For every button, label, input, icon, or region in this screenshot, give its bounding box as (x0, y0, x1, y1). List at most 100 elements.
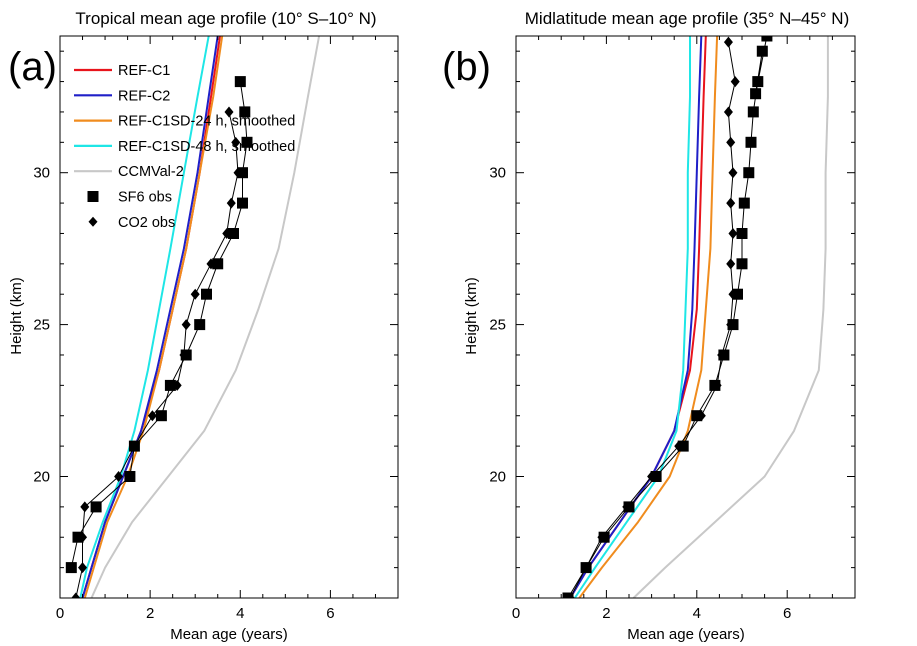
series-line-ref-c1sd-48-h-smoothed (573, 36, 691, 598)
marker-co2-obs (78, 531, 88, 543)
marker-sf6-obs (164, 379, 176, 391)
legend-item-sf6-obs: SF6 obs (87, 190, 172, 206)
marker-sf6-obs (237, 197, 248, 209)
marker-sf6-obs (155, 410, 167, 422)
marker-sf6-obs (756, 45, 768, 57)
marker-co2-obs (597, 531, 607, 543)
marker-co2-obs (674, 440, 684, 452)
legend-swatch (87, 191, 99, 202)
panel-a-plot: 0 2 4 6 20 25 30 (33, 35, 399, 622)
marker-sf6-obs (124, 471, 136, 482)
marker-co2-obs (723, 106, 733, 118)
marker-sf6-obs (90, 501, 102, 513)
marker-co2-obs (726, 136, 736, 148)
panel-b-series (562, 36, 829, 598)
marker-sf6-obs (747, 106, 759, 118)
legend-item-ccmval-2: CCMVal-2 (74, 164, 184, 180)
x-tick-label: 4 (236, 605, 244, 622)
marker-co2-obs (129, 440, 139, 452)
marker-co2-obs (726, 197, 736, 209)
marker-co2-obs (190, 288, 200, 300)
marker-co2-obs (726, 258, 736, 270)
panel-a-y-axis-label: Height (km) (8, 277, 25, 355)
marker-co2-obs (181, 319, 191, 331)
marker-sf6-obs (736, 228, 748, 239)
legend-label: REF-C1SD-48 h, smoothed (118, 139, 295, 155)
x-tick-label: 2 (146, 605, 154, 622)
y-tick-label: 30 (489, 165, 506, 182)
marker-co2-obs (231, 136, 241, 148)
marker-sf6-obs (752, 76, 764, 88)
x-tick-label: 0 (56, 605, 64, 622)
series-line-ccmval-2 (90, 36, 321, 598)
marker-co2-obs (581, 562, 591, 574)
marker-co2-obs (717, 349, 727, 361)
marker-co2-obs (233, 167, 243, 179)
marker-sf6-obs (72, 531, 84, 543)
marker-co2-obs (206, 258, 216, 270)
marker-co2-obs (712, 379, 722, 391)
legend-label: CO2 obs (118, 215, 175, 231)
marker-co2-obs (730, 76, 740, 88)
panel-b-title: Midlatitude mean age profile (35° N–45° … (525, 9, 850, 28)
panel-b: Midlatitude mean age profile (35° N–45° … (442, 9, 856, 643)
series-line-ref-c2 (81, 36, 219, 598)
marker-sf6-obs (65, 562, 77, 574)
panel-b-y-axis-label: Height (km) (463, 277, 480, 355)
legend-label: CCMVal-2 (118, 164, 184, 180)
marker-sf6-obs (241, 136, 253, 148)
marker-co2-obs (224, 106, 234, 118)
legend: REF-C1 REF-C2 REF-C1SD-24 h, smoothed REF-C… (74, 63, 295, 231)
marker-sf6-obs (201, 288, 212, 300)
x-tick-label: 2 (602, 605, 610, 622)
marker-co2-obs (728, 167, 738, 179)
marker-sf6-obs (650, 471, 662, 482)
legend-item-ref-c2: REF-C2 (74, 88, 170, 104)
panel-a-x-axis-label: Mean age (years) (170, 626, 288, 643)
marker-co2-obs (728, 227, 738, 239)
marker-co2-obs (71, 592, 81, 598)
marker-co2-obs (147, 410, 157, 422)
series-line-ref-c1sd-48-h-smoothed (79, 36, 210, 598)
series-line-ref-c1sd-24-h-smoothed (578, 36, 719, 598)
marker-sf6-obs (194, 319, 206, 331)
series-line-ref-c2 (569, 36, 703, 598)
legend-item-ref-c1sd-48-h-smoothed: REF-C1SD-48 h, smoothed (74, 139, 295, 155)
x-tick-label: 0 (512, 605, 520, 622)
marker-co2-obs (696, 410, 706, 422)
panel-a-title: Tropical mean age profile (10° S–10° N) (75, 9, 376, 28)
marker-sf6-obs (691, 410, 703, 422)
marker-sf6-obs (212, 258, 224, 270)
legend-label: SF6 obs (118, 190, 172, 206)
panel-b-x-axis-label: Mean age (years) (627, 626, 745, 643)
x-tick-label: 6 (783, 605, 791, 622)
marker-co2-obs (78, 562, 88, 574)
marker-sf6-obs (750, 88, 762, 100)
marker-co2-obs (80, 501, 90, 513)
marker-sf6-obs (736, 258, 748, 270)
marker-sf6-obs (228, 228, 239, 239)
marker-co2-obs (172, 379, 182, 391)
legend-label: REF-C1 (118, 63, 170, 79)
series-line-co2-obs (569, 42, 736, 598)
marker-co2-obs (622, 501, 632, 513)
marker-co2-obs (179, 349, 189, 361)
marker-sf6-obs (234, 76, 246, 88)
series-line-ccmval-2 (632, 36, 829, 598)
marker-co2-obs (565, 592, 575, 598)
marker-co2-obs (728, 288, 738, 300)
panel-b-plot: 0 2 4 6 20 25 30 (489, 35, 856, 622)
marker-sf6-obs (738, 197, 750, 209)
panel-a-label: (a) (8, 45, 57, 89)
y-tick-label: 20 (33, 468, 50, 485)
series-line-sf6-obs (567, 36, 768, 598)
panel-b-frame (515, 35, 856, 599)
marker-co2-obs (723, 36, 733, 48)
marker-sf6-obs (745, 136, 757, 148)
marker-co2-obs (647, 470, 657, 482)
y-tick-label: 20 (489, 468, 506, 485)
marker-co2-obs (222, 227, 232, 239)
marker-sf6-obs (239, 106, 251, 118)
marker-sf6-obs (743, 167, 755, 179)
